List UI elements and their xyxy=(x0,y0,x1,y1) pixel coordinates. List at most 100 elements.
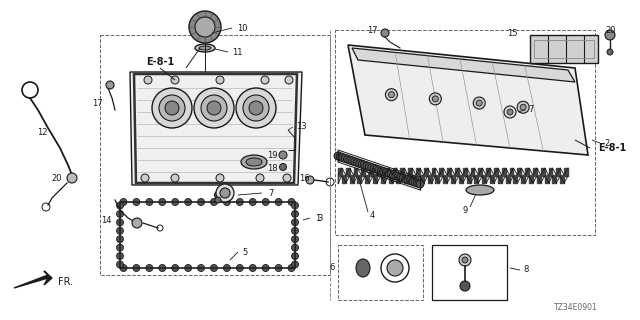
Circle shape xyxy=(198,198,205,205)
Circle shape xyxy=(283,174,291,182)
Circle shape xyxy=(216,76,224,84)
Circle shape xyxy=(372,165,381,173)
Text: 14: 14 xyxy=(102,215,112,225)
Text: 11: 11 xyxy=(232,47,243,57)
Circle shape xyxy=(288,265,295,271)
Circle shape xyxy=(399,174,407,182)
Circle shape xyxy=(227,195,232,199)
Circle shape xyxy=(198,265,205,271)
Circle shape xyxy=(411,178,419,186)
Text: 20: 20 xyxy=(51,173,62,182)
Circle shape xyxy=(360,161,369,169)
Circle shape xyxy=(189,11,221,43)
Text: 18: 18 xyxy=(268,164,278,172)
Text: 17: 17 xyxy=(92,99,103,108)
Circle shape xyxy=(133,198,140,205)
Circle shape xyxy=(375,166,383,174)
Circle shape xyxy=(279,151,287,159)
Circle shape xyxy=(106,81,114,89)
Circle shape xyxy=(346,156,354,164)
Circle shape xyxy=(291,211,298,217)
Circle shape xyxy=(152,88,192,128)
Circle shape xyxy=(211,265,218,271)
Circle shape xyxy=(159,198,166,205)
Bar xyxy=(534,40,594,58)
Text: 17: 17 xyxy=(367,26,378,35)
Circle shape xyxy=(387,260,403,276)
Text: 7: 7 xyxy=(528,105,533,114)
Circle shape xyxy=(341,155,349,163)
Circle shape xyxy=(116,261,124,268)
Circle shape xyxy=(116,211,124,217)
Circle shape xyxy=(381,29,389,37)
Circle shape xyxy=(459,254,471,266)
Circle shape xyxy=(476,100,482,106)
Circle shape xyxy=(520,104,526,110)
Circle shape xyxy=(236,198,243,205)
Text: 19: 19 xyxy=(268,150,278,159)
Circle shape xyxy=(404,176,412,184)
Text: TZ34E0901: TZ34E0901 xyxy=(554,303,598,313)
Circle shape xyxy=(223,198,230,205)
Polygon shape xyxy=(348,45,588,155)
Circle shape xyxy=(116,219,124,226)
Circle shape xyxy=(291,261,298,268)
Circle shape xyxy=(141,174,149,182)
Circle shape xyxy=(380,168,388,176)
Circle shape xyxy=(256,174,264,182)
Circle shape xyxy=(433,96,438,102)
Circle shape xyxy=(120,265,127,271)
Circle shape xyxy=(392,172,400,180)
Circle shape xyxy=(165,101,179,115)
Circle shape xyxy=(172,198,179,205)
Circle shape xyxy=(133,265,140,271)
Text: 16: 16 xyxy=(300,173,310,182)
Circle shape xyxy=(607,49,613,55)
Circle shape xyxy=(370,164,378,172)
Ellipse shape xyxy=(466,185,494,195)
Circle shape xyxy=(306,176,314,184)
Ellipse shape xyxy=(195,44,215,52)
Circle shape xyxy=(172,265,179,271)
Circle shape xyxy=(184,198,191,205)
Circle shape xyxy=(385,169,393,177)
Text: E-8-1: E-8-1 xyxy=(598,143,627,153)
Circle shape xyxy=(344,155,351,163)
Text: 4: 4 xyxy=(370,211,375,220)
Bar xyxy=(338,245,423,300)
Circle shape xyxy=(337,153,344,161)
Circle shape xyxy=(353,159,362,167)
Circle shape xyxy=(517,101,529,113)
Circle shape xyxy=(394,172,403,180)
Circle shape xyxy=(507,109,513,115)
Bar xyxy=(432,245,507,300)
Circle shape xyxy=(249,198,256,205)
Circle shape xyxy=(201,95,227,121)
Circle shape xyxy=(413,179,422,187)
Text: 9: 9 xyxy=(463,205,468,214)
Circle shape xyxy=(504,106,516,118)
Ellipse shape xyxy=(356,259,370,277)
Circle shape xyxy=(220,188,230,198)
Circle shape xyxy=(291,227,298,234)
Circle shape xyxy=(291,252,298,260)
Circle shape xyxy=(291,244,298,251)
Circle shape xyxy=(358,160,366,168)
Ellipse shape xyxy=(199,46,211,50)
Text: E-8-1: E-8-1 xyxy=(146,57,174,67)
Circle shape xyxy=(116,236,124,243)
Circle shape xyxy=(397,173,404,181)
Polygon shape xyxy=(130,72,302,185)
Circle shape xyxy=(387,170,395,178)
Circle shape xyxy=(261,76,269,84)
Circle shape xyxy=(171,76,179,84)
Circle shape xyxy=(406,177,414,185)
Circle shape xyxy=(146,265,153,271)
Text: 3: 3 xyxy=(317,213,323,222)
Circle shape xyxy=(171,174,179,182)
Circle shape xyxy=(409,178,417,186)
Circle shape xyxy=(116,227,124,234)
Circle shape xyxy=(184,265,191,271)
Circle shape xyxy=(249,101,263,115)
Polygon shape xyxy=(352,48,575,82)
